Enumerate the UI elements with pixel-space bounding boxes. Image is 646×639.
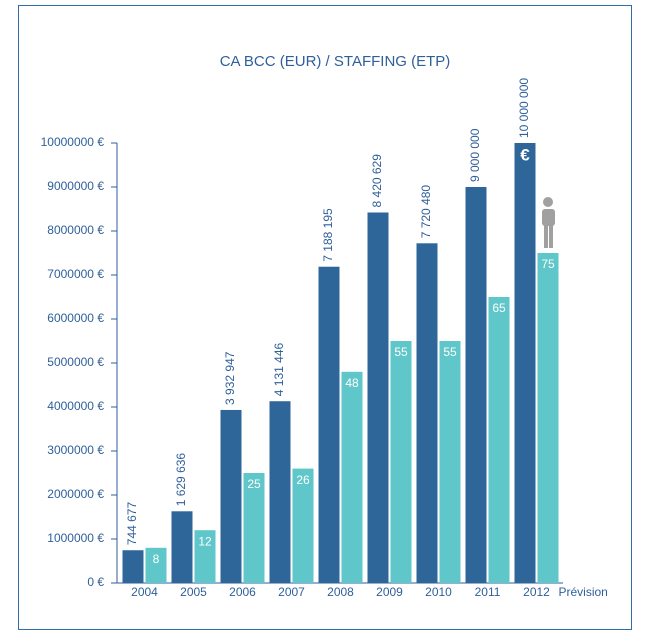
bar	[416, 243, 438, 583]
x-tick-label: 2012	[523, 585, 550, 599]
value-label: 55	[443, 345, 457, 359]
bar	[269, 401, 291, 583]
x-tick-label: 2007	[278, 585, 305, 599]
annotation: Prévision	[559, 585, 608, 599]
y-tick-label: 1000000 €	[47, 531, 104, 545]
value-label: 7 720 480	[419, 185, 433, 239]
value-label: 48	[345, 376, 359, 390]
frame	[18, 5, 632, 630]
value-label: 25	[247, 477, 261, 491]
bar	[514, 143, 536, 583]
value-label: 12	[198, 534, 212, 548]
x-tick-label: 2011	[475, 585, 501, 599]
bar	[488, 297, 510, 583]
value-label: 744 677	[125, 502, 139, 546]
bar	[292, 468, 314, 583]
chart-title: CA BCC (EUR) / STAFFING (ETP)	[220, 53, 451, 70]
bar	[171, 511, 193, 583]
value-label: 8	[153, 552, 160, 566]
bar	[341, 371, 363, 583]
x-tick-label: 2004	[131, 585, 158, 599]
y-tick-label: 9000000 €	[47, 179, 104, 193]
value-label: 65	[492, 301, 506, 315]
y-tick-label: 8000000 €	[47, 223, 104, 237]
value-label: 4 131 446	[272, 343, 286, 397]
bar	[439, 341, 461, 583]
y-tick-label: 7000000 €	[47, 267, 104, 281]
x-tick-label: 2005	[180, 585, 207, 599]
bar	[390, 341, 412, 583]
x-tick-label: 2008	[327, 585, 354, 599]
bar	[537, 253, 559, 583]
euro-icon: €	[520, 145, 530, 164]
value-label: 3 932 947	[223, 351, 237, 405]
bar	[243, 473, 265, 583]
y-tick-label: 0 €	[87, 575, 104, 589]
y-tick-label: 6000000 €	[47, 311, 104, 325]
value-label: 55	[394, 345, 408, 359]
value-label: 1 629 636	[174, 453, 188, 507]
y-tick-label: 5000000 €	[47, 355, 104, 369]
y-tick-label: 4000000 €	[47, 399, 104, 413]
y-tick-label: 3000000 €	[47, 443, 104, 457]
x-tick-label: 2010	[425, 585, 452, 599]
y-tick-label: 10000000 €	[41, 135, 105, 149]
person-icon	[542, 197, 555, 248]
bar	[465, 187, 487, 583]
x-tick-label: 2009	[376, 585, 403, 599]
value-label: 8 420 629	[370, 154, 384, 208]
bar	[194, 530, 216, 583]
value-label: 7 188 195	[321, 208, 335, 262]
bar	[318, 266, 340, 583]
value-label: 75	[541, 257, 555, 271]
x-tick-label: 2006	[229, 585, 256, 599]
bar	[145, 547, 167, 583]
value-label: 9 000 000	[468, 128, 482, 182]
value-label: 26	[296, 473, 310, 487]
bar	[220, 409, 242, 583]
bar	[367, 212, 389, 584]
value-label: 10 000 000	[517, 78, 531, 138]
bar	[122, 550, 144, 583]
y-tick-label: 2000000 €	[47, 487, 104, 501]
